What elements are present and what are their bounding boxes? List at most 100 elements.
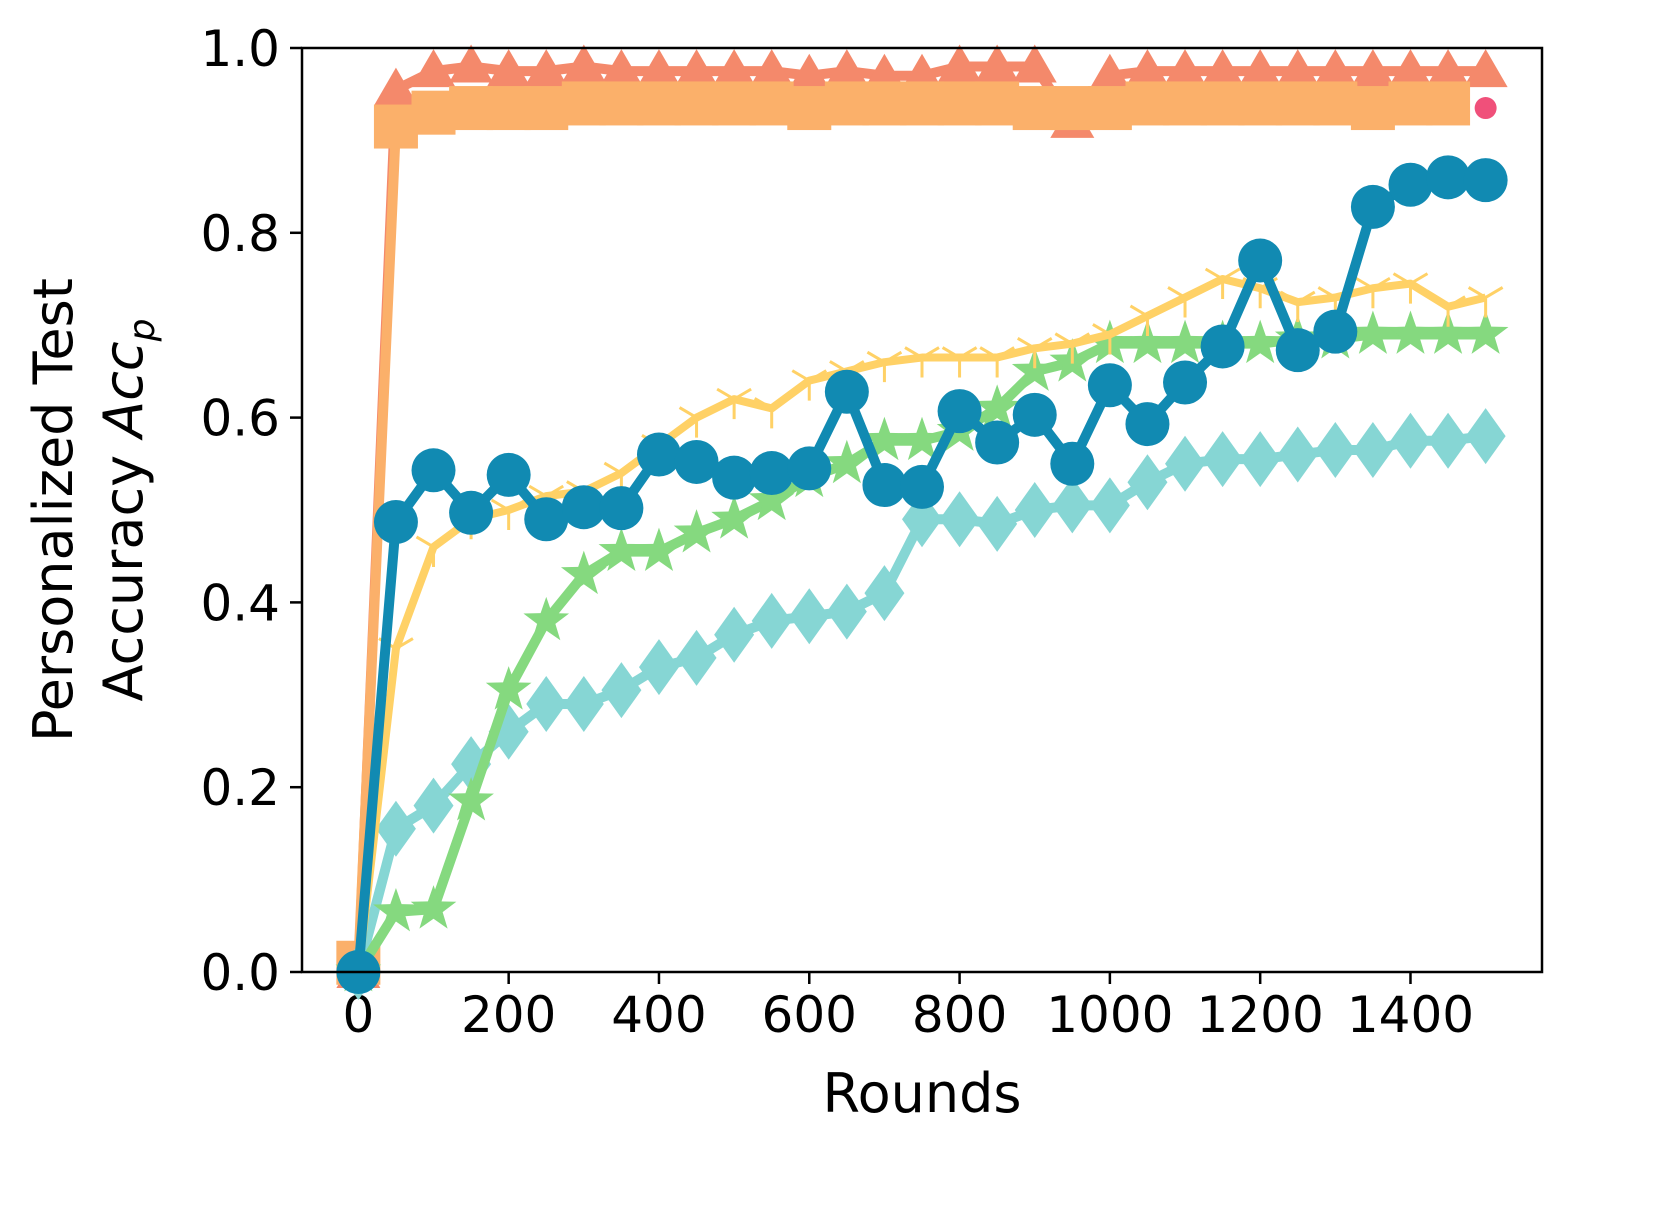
diamond-marker [1240, 431, 1281, 488]
circle-marker [900, 464, 944, 509]
square-marker [862, 81, 907, 126]
tri-marker [904, 346, 940, 378]
diamond-marker [601, 662, 642, 719]
diamond-marker [1352, 421, 1393, 478]
triangle-marker [1275, 49, 1320, 88]
y-tick-label: 0.0 [200, 944, 280, 1002]
tri-marker [678, 406, 715, 438]
y-axis-label-group: Personalized Test Accuracy Accp [22, 278, 163, 742]
diamond-marker [751, 592, 792, 649]
plot-frame [300, 46, 1544, 974]
star-marker [636, 527, 682, 571]
star-marker [1011, 347, 1058, 391]
star-marker [711, 495, 757, 539]
circle-marker [373, 500, 418, 545]
diamond-marker [375, 800, 416, 857]
tri-marker [1054, 332, 1091, 364]
x-tick-label: 600 [762, 986, 857, 1044]
tri-marker [1167, 286, 1203, 318]
star-marker [448, 777, 494, 821]
diamond-marker [1052, 477, 1093, 534]
y-axis-label-text: Accuracy [92, 438, 155, 702]
triangle-marker [674, 49, 719, 88]
series [336, 155, 1508, 994]
square-marker [1163, 81, 1208, 126]
square-marker [373, 104, 418, 149]
y-axis-label-sub: p [122, 319, 163, 343]
square-marker [674, 81, 719, 126]
circle-marker [1163, 360, 1208, 405]
square-marker [1238, 81, 1283, 126]
star-marker [373, 887, 419, 932]
square-marker [1313, 81, 1358, 126]
y-tick-label: 0.8 [200, 205, 280, 263]
diamond-marker [789, 588, 830, 645]
square-marker [1388, 81, 1433, 126]
star-marker [673, 509, 720, 553]
dot-marker [1474, 97, 1497, 120]
triangle-marker [1388, 49, 1433, 88]
square-marker [411, 90, 456, 135]
square-marker [636, 81, 681, 126]
circle-marker [524, 497, 569, 542]
square-marker [1012, 86, 1057, 131]
triangle-marker [1350, 49, 1395, 88]
circle-marker [1050, 441, 1095, 486]
triangle-marker [599, 49, 644, 88]
series [335, 310, 1509, 992]
tri-marker [866, 350, 903, 383]
diamond-marker [1014, 482, 1055, 538]
star-marker [1237, 319, 1284, 364]
square-marker [1125, 81, 1170, 126]
square-marker [561, 81, 606, 126]
square-marker [449, 86, 494, 131]
tri-marker [1430, 295, 1466, 327]
circle-marker [674, 439, 719, 484]
series [1474, 97, 1497, 120]
y-axis-label-math: Acc [92, 341, 155, 440]
series [336, 81, 1471, 985]
circle-marker [1388, 162, 1433, 207]
circle-marker [1426, 155, 1471, 200]
tri-marker [1279, 290, 1316, 323]
y-tick-label: 0.4 [200, 574, 280, 632]
star-marker [523, 596, 570, 641]
diamond-marker [826, 583, 867, 640]
diamond-marker [1165, 435, 1206, 492]
tri-marker [753, 397, 790, 429]
star-marker [1425, 310, 1471, 354]
star-marker [560, 550, 607, 595]
square-marker [937, 81, 982, 126]
star-marker [899, 416, 945, 461]
triangle-marker [749, 49, 794, 88]
tri-marker [415, 535, 452, 567]
tri-marker [1392, 272, 1429, 304]
circle-marker [749, 451, 794, 496]
circle-marker [1087, 363, 1132, 408]
diamond-marker [1089, 477, 1130, 534]
square-marker [749, 81, 794, 126]
square-marker [1050, 86, 1095, 131]
diamond-marker [1315, 421, 1356, 478]
circle-marker [486, 452, 531, 497]
y-axis-label: Accuracy Accp [92, 319, 163, 702]
triangle-marker [411, 49, 456, 88]
square-marker [712, 81, 757, 126]
triangle-marker [1238, 49, 1283, 88]
triangle-marker [787, 53, 832, 92]
square-marker [787, 86, 832, 131]
diamond-marker [939, 491, 980, 548]
diamond-marker [977, 495, 1018, 552]
tri-marker [979, 346, 1015, 378]
diamond-marker [1428, 412, 1469, 469]
star-marker [1162, 319, 1208, 364]
tri-marker [791, 369, 828, 401]
triangle-marker [524, 49, 569, 88]
triangle-marker [937, 44, 982, 83]
diamond-marker [1277, 426, 1318, 483]
x-axis-label: Rounds [823, 1062, 1022, 1125]
circle-marker [975, 420, 1020, 465]
diamond-marker [413, 777, 454, 834]
star-marker [598, 527, 645, 571]
star-marker [824, 439, 870, 484]
